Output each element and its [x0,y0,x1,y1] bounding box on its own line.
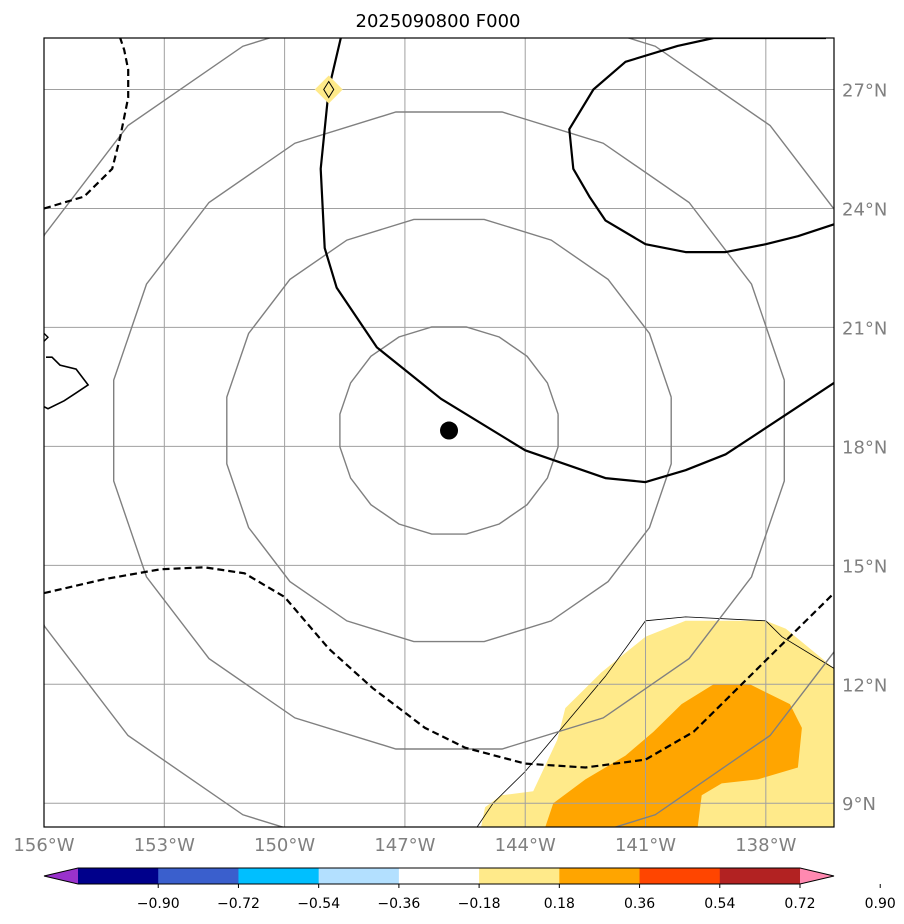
colorbar-tick-label: 0.36 [624,896,655,912]
longitude-labels: 156°W 153°W 150°W 147°W 144°W 141°W 138°W [13,835,796,856]
colorbar-tick-label: −0.54 [297,896,340,912]
gray-contour-1 [339,326,559,535]
colorbar-segment [639,868,721,884]
colorbar-segment [398,868,480,884]
colorbar-labels: −0.90 −0.72 −0.54 −0.36 −0.18 0.18 0.36 0.54 0.7… [137,884,896,912]
thin-contour-layer [476,616,834,827]
solid-contour-2 [568,38,834,254]
dashed-contour-2 [44,566,834,769]
colorbar-outline [43,867,835,885]
island-outline-small [44,332,49,342]
gray-contour-2 [226,218,672,643]
colorbar-segment [719,868,801,884]
colorbar-segment [238,868,320,884]
lon-tick-label: 153°W [134,835,195,856]
solid-contour-1 [319,38,834,484]
dashed-contour-1 [44,38,130,210]
island-outline-big [44,356,90,410]
colorbar-tick-label: −0.18 [458,896,501,912]
lon-tick-label: 147°W [374,835,435,856]
lon-tick-label: 150°W [254,835,315,856]
colorbar-tick-label: 0.72 [784,896,815,912]
lat-tick-label: 15°N [842,556,887,577]
lon-tick-label: 144°W [495,835,556,856]
gridlines [44,38,834,827]
colorbar-segment [559,868,641,884]
colorbar-tick-label: 0.90 [865,896,896,912]
lat-tick-label: 12°N [842,675,887,696]
colorbar-extend-left [44,868,78,884]
lat-tick-label: 18°N [842,437,887,458]
lon-tick-label: 156°W [13,835,74,856]
lat-tick-label: 27°N [842,81,887,102]
markers [314,75,459,440]
map-frame [43,37,835,828]
colorbar-tick-label: −0.90 [137,896,180,912]
black-contours [44,38,834,769]
map-title: 2025090800 F000 [356,11,521,32]
lon-tick-label: 138°W [735,835,796,856]
colorbar-tick-label: −0.36 [377,896,420,912]
lat-tick-label: 9°N [842,794,876,815]
colorbar-segment [158,868,239,884]
thin-contour-line [476,616,834,827]
diamond-marker [314,75,343,104]
colorbar-tick-label: −0.72 [217,896,260,912]
shading-layer [481,620,834,827]
colorbar-segment [318,868,400,884]
lat-tick-label: 24°N [842,199,887,220]
lon-tick-label: 141°W [615,835,676,856]
colorbar-tick-label: 0.18 [544,896,575,912]
gray-contour-4 [44,38,834,827]
storm-center-dot [440,421,459,440]
colorbar-segment [479,868,560,884]
shaded-region-2 [545,684,802,827]
map-area [44,38,834,827]
colorbar-extend-right [800,868,834,884]
lat-tick-label: 21°N [842,318,887,339]
colorbar-segment [78,868,159,884]
colorbar [43,867,835,885]
island-outline [44,332,90,410]
diamond-marker-outline [323,80,335,99]
latitude-labels: 9°N 12°N 15°N 18°N 21°N 24°N 27°N [842,81,887,816]
colorbar-tick-label: 0.54 [704,896,735,912]
